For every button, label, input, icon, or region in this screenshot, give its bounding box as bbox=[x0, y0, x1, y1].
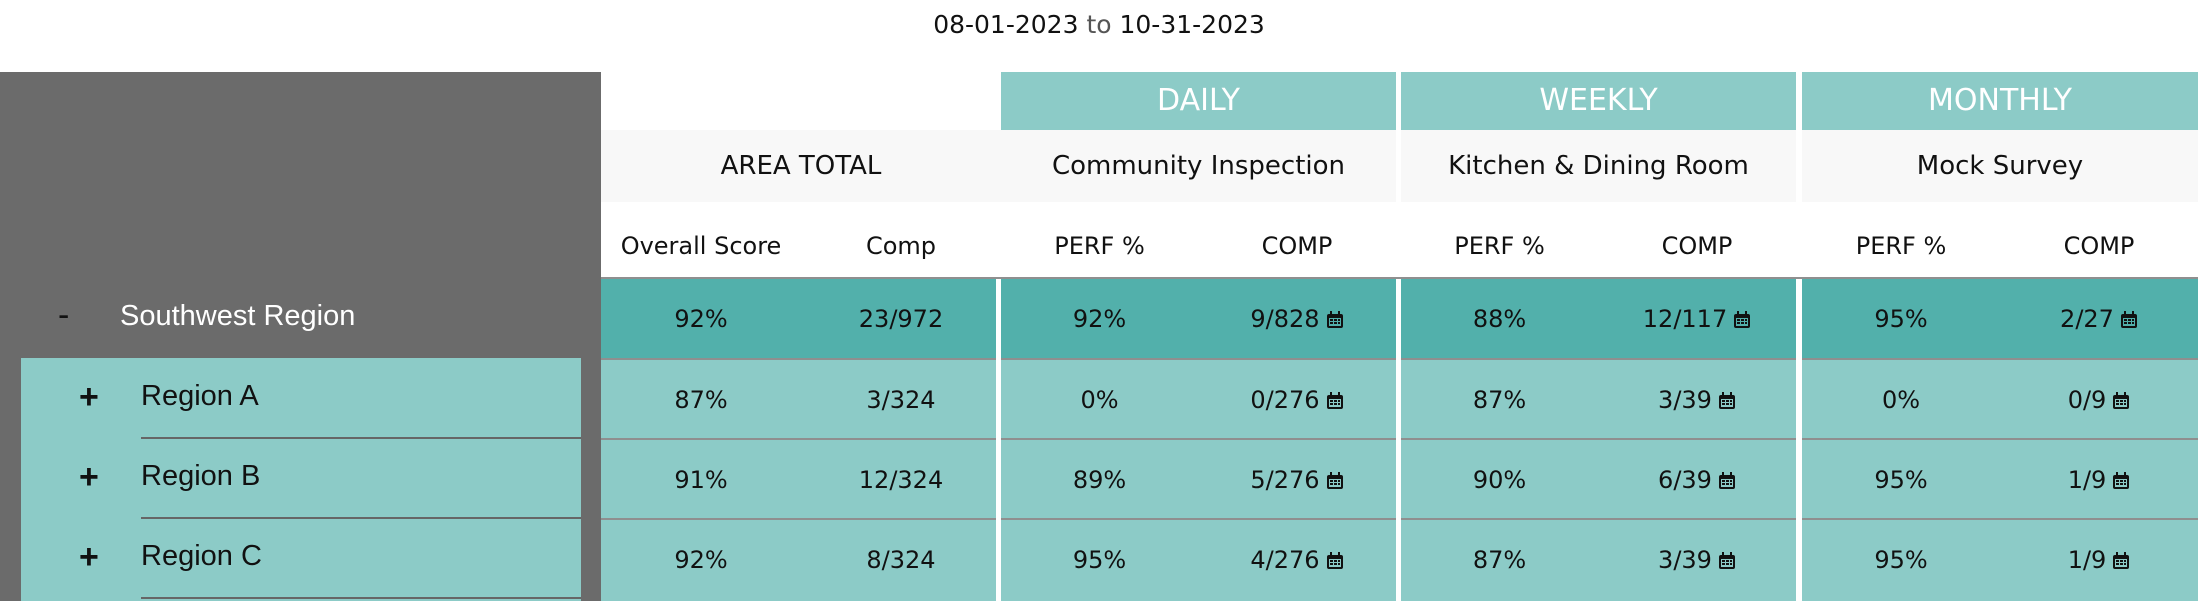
tree-row-southwest-region[interactable]: - Southwest Region bbox=[0, 278, 601, 360]
col-monthly-perf: PERF % bbox=[1855, 232, 1947, 260]
group-weekly-header: WEEKLY bbox=[1401, 72, 1796, 130]
col-daily-comp: COMP bbox=[1261, 232, 1333, 260]
calendar-icon[interactable] bbox=[2112, 392, 2130, 410]
tree-row-label[interactable]: Region B bbox=[141, 460, 261, 492]
calendar-icon[interactable] bbox=[1326, 472, 1344, 490]
calendar-icon[interactable] bbox=[2112, 472, 2130, 490]
cell-overall: 87% bbox=[674, 386, 728, 414]
comp-value[interactable]: 3/39 bbox=[1658, 546, 1712, 574]
cell-weekly-perf: 87% bbox=[1472, 386, 1527, 414]
cell-monthly-perf: 0% bbox=[1881, 386, 1921, 414]
cell-comp: 8/324 bbox=[866, 546, 936, 574]
cell-monthly-comp[interactable]: 2/27 bbox=[2000, 279, 2198, 359]
cell-weekly-perf: 90% bbox=[1472, 466, 1527, 494]
row-divider bbox=[141, 517, 581, 519]
tree-row-label[interactable]: Region A bbox=[141, 380, 259, 412]
child-regions: + Region A + Region B + Region C bbox=[21, 358, 581, 601]
cell-weekly-perf: 88% bbox=[1472, 305, 1527, 333]
row-divider bbox=[141, 437, 581, 439]
calendar-icon[interactable] bbox=[1326, 392, 1344, 410]
cell-daily-comp[interactable]: 0/276 bbox=[1198, 360, 1396, 440]
tree-row-region-c[interactable]: + Region C bbox=[21, 518, 581, 599]
cell-weekly-comp[interactable]: 6/39 bbox=[1598, 440, 1796, 520]
expand-toggle[interactable]: + bbox=[79, 378, 99, 416]
calendar-icon[interactable] bbox=[1718, 472, 1736, 490]
collapse-toggle[interactable]: - bbox=[58, 296, 70, 334]
cell-overall: 91% bbox=[674, 466, 728, 494]
comp-value[interactable]: 1/9 bbox=[2067, 546, 2107, 574]
cell-daily-perf: 89% bbox=[1072, 466, 1127, 494]
row-divider bbox=[141, 597, 581, 599]
comp-value[interactable]: 6/39 bbox=[1658, 466, 1712, 494]
comp-value[interactable]: 4/276 bbox=[1250, 546, 1320, 574]
date-separator: to bbox=[1086, 10, 1112, 39]
cell-monthly-comp[interactable]: 1/9 bbox=[2000, 520, 2198, 600]
cell-monthly-perf: 95% bbox=[1874, 466, 1928, 494]
calendar-icon[interactable] bbox=[1326, 311, 1344, 329]
comp-value[interactable]: 1/9 bbox=[2067, 466, 2107, 494]
data-grid: 92% 23/972 92% 9/828 88% 12/117 95% 2/27… bbox=[601, 279, 2198, 601]
comp-value[interactable]: 2/27 bbox=[2060, 305, 2114, 333]
cell-daily-perf: 95% bbox=[1072, 546, 1127, 574]
cell-comp: 3/324 bbox=[866, 386, 936, 414]
col-weekly-perf: PERF % bbox=[1454, 232, 1545, 260]
comp-value[interactable]: 0/9 bbox=[2067, 386, 2107, 414]
group-separator bbox=[1796, 279, 1802, 601]
expand-toggle[interactable]: + bbox=[79, 458, 99, 496]
cell-weekly-comp[interactable]: 3/39 bbox=[1598, 520, 1796, 600]
cell-daily-perf: 0% bbox=[1080, 386, 1119, 414]
cell-daily-comp[interactable]: 5/276 bbox=[1198, 440, 1396, 520]
cell-overall: 92% bbox=[674, 305, 728, 333]
col-overall-score: Overall Score bbox=[620, 232, 782, 260]
group-daily-name: Community Inspection bbox=[1001, 130, 1396, 202]
calendar-icon[interactable] bbox=[1718, 552, 1736, 570]
tree-row-region-b[interactable]: + Region B bbox=[21, 438, 581, 519]
col-weekly-comp: COMP bbox=[1661, 232, 1733, 260]
cell-daily-comp[interactable]: 9/828 bbox=[1198, 279, 1396, 359]
date-end: 10-31-2023 bbox=[1119, 10, 1265, 39]
expand-toggle[interactable]: + bbox=[79, 538, 99, 576]
cell-daily-perf: 92% bbox=[1072, 305, 1127, 333]
header-divider bbox=[601, 277, 2198, 279]
comp-value[interactable]: 3/39 bbox=[1658, 386, 1712, 414]
cell-weekly-comp[interactable]: 3/39 bbox=[1598, 360, 1796, 440]
group-separator bbox=[1396, 279, 1401, 601]
calendar-icon[interactable] bbox=[1718, 392, 1736, 410]
comp-value[interactable]: 9/828 bbox=[1250, 305, 1320, 333]
cell-daily-comp[interactable]: 4/276 bbox=[1198, 520, 1396, 600]
cell-overall: 92% bbox=[674, 546, 728, 574]
group-weekly-name: Kitchen & Dining Room bbox=[1401, 130, 1796, 202]
group-daily-header: DAILY bbox=[1001, 72, 1396, 130]
calendar-icon[interactable] bbox=[2120, 311, 2138, 329]
cell-weekly-comp[interactable]: 12/117 bbox=[1598, 279, 1796, 359]
cell-comp: 23/972 bbox=[858, 305, 944, 333]
calendar-icon[interactable] bbox=[1733, 311, 1751, 329]
col-daily-perf: PERF % bbox=[1054, 232, 1145, 260]
tree-row-label[interactable]: Region C bbox=[141, 540, 262, 572]
comp-value[interactable]: 0/276 bbox=[1250, 386, 1320, 414]
area-total-header: AREA TOTAL bbox=[601, 130, 1001, 202]
group-separator bbox=[996, 279, 1001, 601]
comp-value[interactable]: 12/117 bbox=[1642, 305, 1728, 333]
date-range: 08-01-2023 to 10-31-2023 bbox=[0, 10, 2198, 39]
cell-monthly-perf: 95% bbox=[1874, 546, 1928, 574]
cell-monthly-perf: 95% bbox=[1874, 305, 1928, 333]
col-comp: Comp bbox=[865, 232, 937, 260]
comp-value[interactable]: 5/276 bbox=[1250, 466, 1320, 494]
tree-row-region-a[interactable]: + Region A bbox=[21, 358, 581, 439]
group-monthly-name: Mock Survey bbox=[1802, 130, 2198, 202]
calendar-icon[interactable] bbox=[2112, 552, 2130, 570]
group-monthly-header: MONTHLY bbox=[1802, 72, 2198, 130]
tree-row-label[interactable]: Southwest Region bbox=[120, 300, 356, 332]
date-start: 08-01-2023 bbox=[933, 10, 1079, 39]
cell-weekly-perf: 87% bbox=[1472, 546, 1527, 574]
calendar-icon[interactable] bbox=[1326, 552, 1344, 570]
cell-comp: 12/324 bbox=[858, 466, 944, 494]
cell-monthly-comp[interactable]: 0/9 bbox=[2000, 360, 2198, 440]
col-monthly-comp: COMP bbox=[2063, 232, 2135, 260]
cell-monthly-comp[interactable]: 1/9 bbox=[2000, 440, 2198, 520]
